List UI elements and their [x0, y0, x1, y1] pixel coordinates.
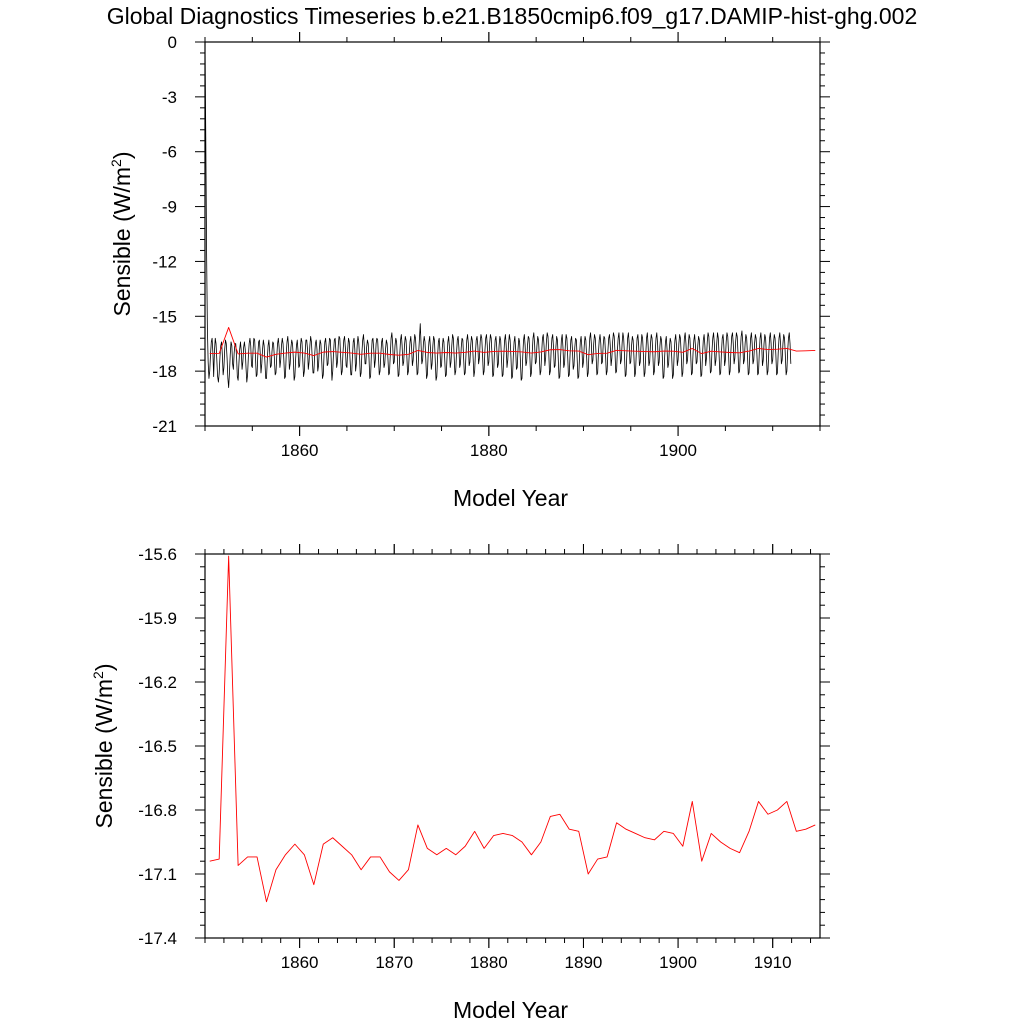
y-tick-label: -17.1: [138, 865, 177, 884]
y-tick-label: -15.9: [138, 609, 177, 628]
y-tick-label: -17.4: [138, 929, 177, 948]
y-axis-label: Sensible (W/m2): [90, 663, 117, 828]
y-tick-label: -15.6: [138, 545, 177, 564]
x-axis-label: Model Year: [453, 485, 568, 511]
annual-series-line-panel-0: [209, 326, 816, 358]
annual-series-line-panel-1: [209, 555, 816, 903]
y-tick-label: -12: [152, 252, 177, 271]
x-tick-label: 1910: [754, 953, 792, 972]
monthly-series-line-panel-0: [205, 42, 792, 388]
x-tick-label: 1890: [565, 953, 603, 972]
figure-title: Global Diagnostics Timeseries b.e21.B185…: [107, 3, 918, 29]
x-tick-label: 1900: [659, 441, 697, 460]
y-tick-label: -9: [162, 198, 177, 217]
y-tick-label: -16.2: [138, 673, 177, 692]
y-tick-label: -15: [152, 307, 177, 326]
y-axis-label: Sensible (W/m2): [108, 151, 135, 316]
y-axis-label-superscript: 2: [108, 159, 124, 167]
y-tick-label: -16.5: [138, 737, 177, 756]
y-tick-label: -18: [152, 362, 177, 381]
plot-area: [205, 42, 816, 388]
x-tick-label: 1900: [659, 953, 697, 972]
y-axis-label-main: Sensible (W/m: [91, 679, 117, 829]
y-tick-label: -21: [152, 417, 177, 436]
y-tick-label: 0: [168, 33, 177, 52]
x-tick-label: 1870: [375, 953, 413, 972]
plot-frame: [204, 41, 821, 427]
plot-area: [209, 555, 816, 903]
top-panel: 1860 1880 1900 0 -3 -6 -9 -12 -15 -18 -21 Model Yea…: [108, 32, 830, 511]
bottom-panel: 1860 1870 1880 1890 1900 1910 -15.6 -15.9 -16.2 -…: [90, 544, 830, 1023]
y-axis-label-superscript: 2: [90, 671, 106, 679]
y-axis-label-main: Sensible (W/m: [109, 167, 135, 317]
x-tick-label: 1860: [281, 953, 319, 972]
x-axis-label: Model Year: [453, 997, 568, 1023]
x-tick-label: 1860: [281, 441, 319, 460]
y-axis-label-close: ): [91, 663, 117, 671]
y-tick-label: -6: [162, 143, 177, 162]
y-tick-label: -3: [162, 88, 177, 107]
plot-frame: [204, 553, 821, 939]
x-tick-label: 1880: [470, 441, 508, 460]
x-tick-label: 1880: [470, 953, 508, 972]
y-tick-label: -16.8: [138, 801, 177, 820]
y-axis-label-close: ): [109, 151, 135, 159]
